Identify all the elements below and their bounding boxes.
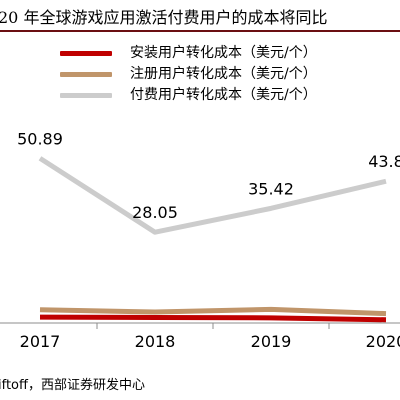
title-bar: 20 年全球游戏应用激活付费用户的成本将同比 — [0, 0, 400, 32]
source-note: iftoff，西部证券研发中心 — [0, 378, 145, 393]
x-tick-label-2020: 2020 — [366, 332, 400, 351]
register-cost-line — [39, 306, 387, 317]
legend-swatch-paying — [60, 93, 112, 98]
x-tick-label-2017: 2017 — [20, 332, 61, 351]
x-tick-label-2019: 2019 — [251, 332, 292, 351]
paying-cost-line — [38, 156, 387, 235]
legend-item-install: 安装用户转化成本（美元/个） — [60, 42, 380, 63]
legend: 安装用户转化成本（美元/个） 注册用户转化成本（美元/个） 付费用户转化成本（美… — [60, 42, 380, 105]
legend-item-register: 注册用户转化成本（美元/个） — [60, 63, 380, 84]
chart-title: 20 年全球游戏应用激活付费用户的成本将同比 — [0, 8, 328, 27]
legend-swatch-register — [60, 72, 112, 77]
legend-label-register: 注册用户转化成本（美元/个） — [130, 66, 317, 82]
line-chart: 2017 2018 2019 2020 50.89 28.05 35.42 43.8 — [0, 129, 400, 351]
install-cost-line — [39, 314, 387, 323]
data-label-paying-2019: 35.42 — [248, 179, 294, 198]
data-label-paying-2017: 50.89 — [17, 129, 63, 148]
title-divider — [0, 30, 400, 32]
legend-item-paying: 付费用户转化成本（美元/个） — [60, 84, 380, 105]
data-label-paying-2020: 43.8 — [368, 152, 400, 171]
legend-label-install: 安装用户转化成本（美元/个） — [130, 45, 317, 61]
data-label-paying-2018: 28.05 — [132, 203, 178, 222]
x-tick-label-2018: 2018 — [135, 332, 176, 351]
legend-label-paying: 付费用户转化成本（美元/个） — [130, 87, 317, 103]
legend-swatch-install — [60, 51, 112, 56]
